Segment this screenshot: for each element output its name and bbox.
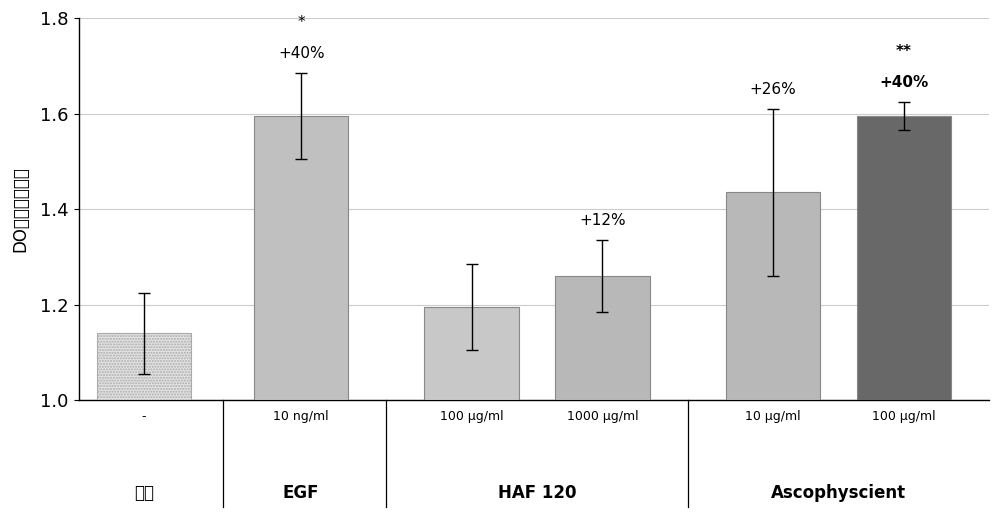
Text: **: ** — [896, 44, 912, 59]
Text: EGF: EGF — [283, 484, 319, 503]
Text: +12%: +12% — [579, 214, 626, 229]
Bar — [555, 276, 650, 400]
Y-axis label: DO（任意单位）: DO（任意单位） — [11, 166, 29, 252]
Text: 对照: 对照 — [134, 484, 154, 503]
Text: +40%: +40% — [278, 46, 325, 61]
Bar — [726, 192, 820, 400]
Text: Ascophyscient: Ascophyscient — [771, 484, 906, 503]
Bar — [857, 116, 951, 400]
Bar — [254, 116, 348, 400]
Text: +26%: +26% — [749, 82, 796, 97]
Text: HAF 120: HAF 120 — [498, 484, 576, 503]
Text: *: * — [297, 15, 305, 30]
Text: +40%: +40% — [879, 75, 928, 90]
Bar — [424, 307, 519, 400]
Bar — [97, 333, 191, 400]
